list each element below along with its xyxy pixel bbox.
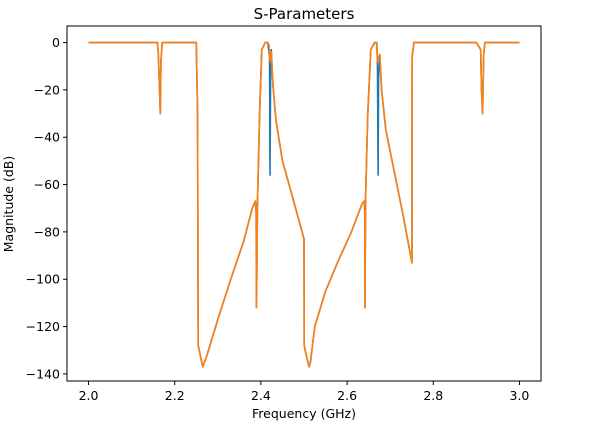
y-tick-label: −140: [26, 366, 60, 381]
plot-frame: [66, 25, 542, 382]
series-layer: [88, 41, 520, 368]
y-tick-label: −120: [26, 319, 60, 334]
y-axis: 0 −20 −40 −60 −80 −100 −120 −140: [26, 35, 67, 381]
y-tick-label: −80: [34, 224, 60, 239]
y-axis-label: Magnitude (dB): [1, 156, 16, 252]
x-tick-label: 2.0: [79, 388, 99, 403]
x-tick-label: 2.8: [423, 388, 443, 403]
x-axis: 2.0 2.2 2.4 2.6 2.8 3.0: [79, 381, 530, 403]
x-tick-label: 2.4: [251, 388, 271, 403]
x-tick-label: 3.0: [510, 388, 530, 403]
y-tick-label: 0: [52, 35, 60, 50]
chart-title: S-Parameters: [254, 5, 355, 23]
y-tick-label: −20: [34, 82, 60, 97]
x-axis-label: Frequency (GHz): [252, 406, 356, 421]
series-line-2: [88, 41, 520, 368]
y-tick-label: −60: [34, 177, 60, 192]
y-tick-label: −100: [26, 272, 60, 287]
x-tick-label: 2.2: [165, 388, 185, 403]
plot-area: [66, 25, 542, 382]
x-tick-label: 2.6: [337, 388, 357, 403]
y-tick-label: −40: [34, 130, 60, 145]
